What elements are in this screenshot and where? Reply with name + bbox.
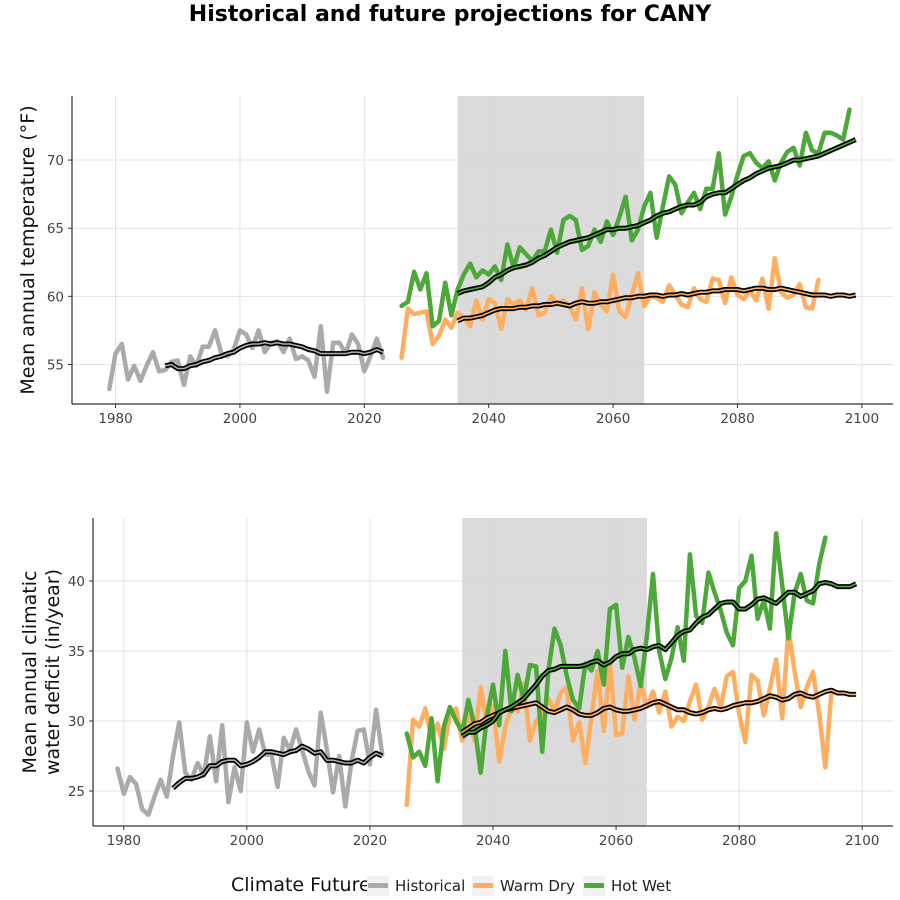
y-tick-label: 35 [68, 644, 85, 660]
x-tick-label: 1980 [107, 833, 141, 849]
y-tick-label: 65 [47, 221, 64, 237]
x-tick-label: 2020 [353, 833, 387, 849]
x-tick-label: 1980 [98, 411, 132, 427]
chart-panel-2: 1980 2000 2020 2040 2060 2080 210025303540Mean… [19, 518, 893, 849]
smoothed-line-core [461, 689, 857, 733]
series-line-hot-wet [399, 107, 852, 329]
smoothed-line-core [172, 745, 383, 789]
figure-canvas: 1980 2000 2020 2040 2060 2080 2100 55 60 65 70 Mean… [17, 96, 893, 849]
y-tick-label: 40 [68, 574, 85, 590]
y-tick-label: 55 [47, 357, 64, 373]
legend-label-warm-dry: Warm Dry [500, 877, 575, 895]
smoothed-line-core [165, 341, 384, 370]
y-axis-label: Mean annual climaticwater deficit (in/ye… [19, 569, 64, 775]
y-tick-label: 25 [68, 784, 85, 800]
y-axis-label-line: Mean annual temperature (°F) [17, 105, 39, 394]
chart-title: Historical and future projections for CA… [188, 2, 712, 27]
x-tick-label: 2020 [347, 411, 381, 427]
legend-key-historical [367, 876, 389, 896]
x-tick-label: 2040 [472, 411, 506, 427]
legend-title: Climate Future [231, 874, 371, 896]
y-axis-label-line: water deficit (in/year) [42, 569, 64, 775]
y-tick-label: 70 [47, 153, 64, 169]
series-line-historical [107, 324, 386, 394]
y-tick-label: 60 [47, 289, 64, 305]
chart-panel-1: 1980 2000 2020 2040 2060 2080 2100 55 60 65 70 Mean… [17, 96, 893, 427]
shaded-period [462, 518, 647, 826]
x-tick-label: 2080 [720, 411, 754, 427]
x-tick-label: 2080 [722, 833, 756, 849]
x-tick-label: 2100 [845, 833, 879, 849]
y-tick-label: 30 [68, 714, 85, 730]
legend-key-warm-dry [472, 876, 494, 896]
x-tick-label: 2040 [476, 833, 510, 849]
x-tick-label: 2000 [223, 411, 257, 427]
legend-label-hot-wet: Hot Wet [611, 877, 672, 895]
smoothed-line-core [461, 581, 857, 738]
smoothed-line-core [457, 138, 857, 295]
smoothed-line-core [457, 287, 856, 322]
legend-key-hot-wet [583, 876, 605, 896]
x-tick-label: 2060 [599, 833, 633, 849]
x-tick-label: 2100 [845, 411, 879, 427]
y-axis-label: Mean annual temperature (°F) [17, 105, 39, 394]
x-tick-label: 2060 [596, 411, 630, 427]
x-tick-label: 2000 [230, 833, 264, 849]
y-axis-label-line: Mean annual climatic [19, 571, 41, 774]
legend-label-historical: Historical [395, 877, 466, 895]
legend: Climate Future Historical Warm Dry Hot W… [0, 870, 900, 900]
